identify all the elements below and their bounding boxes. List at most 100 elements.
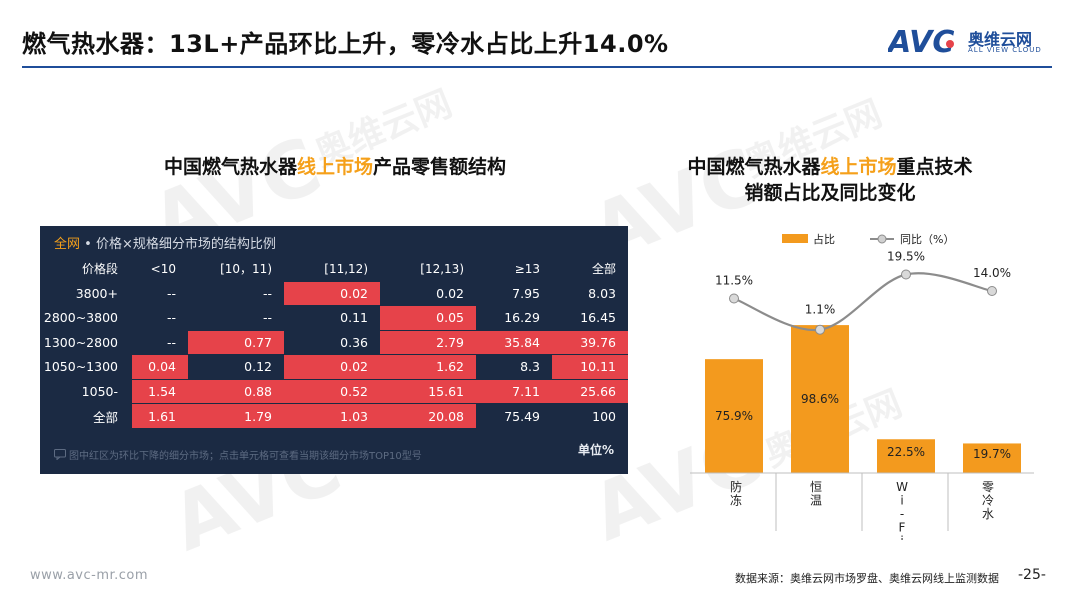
right-section-title: 中国燃气热水器线上市场重点技术 销额占比及同比变化 [687,156,973,204]
table-header-text: • 价格×规格细分市场的结构比例 [80,237,276,252]
logo-en: ALL VIEW CLOUD [968,46,1042,54]
table-row: 1300~2800 -- 0.77 0.36 2.79 35.84 39.76 [40,329,628,355]
legend-line-marker [877,234,887,244]
row-label: 1050~1300 [40,354,132,379]
line-data-label: 11.5% [715,274,753,288]
table-cell[interactable]: 8.03 [552,280,628,306]
left-section-title: 中国燃气热水器线上市场产品零售额结构 [163,156,507,178]
table-cell[interactable]: 15.61 [380,378,476,404]
table-cell[interactable]: 10.11 [552,354,628,379]
avc-logo-icon: AVC [888,25,954,58]
table-cell[interactable]: 0.36 [284,329,380,355]
category-label: Wi-Fi控制 [896,480,908,540]
table-cell[interactable]: 1.03 [284,403,380,428]
table-cell[interactable]: -- [132,329,188,355]
table-cell[interactable]: 0.04 [132,354,188,379]
legend-bar-swatch [782,234,808,243]
table-cell[interactable]: 20.08 [380,403,476,428]
table-cell[interactable]: 25.66 [552,378,628,404]
column-header: [10，11) [220,262,272,277]
category-label: 恒温 [810,480,822,508]
table-cell[interactable]: 1.61 [132,403,188,428]
yoy-line [733,272,993,332]
logo-mark: AVC [888,25,954,58]
table-cell[interactable]: 0.02 [380,280,476,306]
table-cell[interactable]: 0.02 [284,354,380,379]
tech-share-chart: 占比 同比（%） 75.9% 98.6% 22.5% 19.7% 11.5% 1.1% 19.5… [690,232,1034,540]
table-cell[interactable]: 0.88 [188,378,284,404]
footer-url: www.avc-mr.com [30,568,149,583]
bar [791,325,849,473]
line-point [729,293,739,304]
row-label: 3800+ [40,280,132,306]
column-header: [11,12) [324,261,368,276]
table-cell[interactable]: 0.12 [188,354,284,379]
table-row: 1050- 1.54 0.88 0.52 15.61 7.11 25.66 [40,378,628,404]
bar-data-label: 75.9% [715,409,753,423]
table-row: 3800+ -- -- 0.02 0.02 7.95 8.03 [40,280,628,306]
bar [963,443,1021,473]
line-data-label: 1.1% [805,303,836,317]
line-point [987,286,997,296]
table-cell[interactable]: 0.11 [284,305,380,330]
table-header: 全网 • 价格×规格细分市场的结构比例 [54,233,276,252]
column-header: [12,13) [420,261,464,276]
table-header-accent: 全网 [54,237,81,252]
row-label: 1050- [40,378,132,404]
logo-cn: 奥维云网 [968,30,1033,49]
structure-table-panel: 全网 • 价格×规格细分市场的结构比例 价格段 <10 [10，11) [11,12)… [40,226,628,474]
table-cell[interactable]: -- [188,280,284,306]
table-cell[interactable]: 0.77 [188,329,284,355]
column-header: 价格段 [81,262,118,277]
page-title: 燃气热水器：13L+产品环比上升，零冷水占比上升14.0% [22,30,669,58]
table-cell[interactable]: 75.49 [476,403,552,428]
line-point [901,269,911,280]
bar [877,439,935,473]
company-logo: AVC 奥维云网 ALL VIEW CLOUD [888,24,1058,60]
table-header-row: 价格段 <10 [10，11) [11,12) [12,13) ≥13 全部 [40,257,628,281]
structure-table: 价格段 <10 [10，11) [11,12) [12,13) ≥13 全部 3800+ --… [40,257,628,428]
table-row: 全部 1.61 1.79 1.03 20.08 75.49 100 [40,403,628,428]
table-cell[interactable]: 0.05 [380,305,476,330]
line-data-label: 19.5% [887,250,925,264]
table-cell[interactable]: 0.02 [284,280,380,306]
column-header: ≥13 [514,261,540,276]
table-cell[interactable]: 16.45 [552,305,628,330]
bar-data-label: 19.7% [973,447,1011,461]
category-label: 防冻 [730,479,742,508]
table-cell[interactable]: 16.29 [476,305,552,330]
table-cell[interactable]: 7.95 [476,280,552,306]
bar [705,359,763,473]
table-cell[interactable]: -- [132,305,188,330]
table-cell[interactable]: 35.84 [476,329,552,355]
line-point [815,324,825,335]
table-cell[interactable]: 8.3 [476,354,552,379]
category-label: 零冷水 [982,480,994,521]
comment-icon [54,449,66,461]
row-label: 全部 [40,403,132,428]
table-cell[interactable]: 0.52 [284,378,380,404]
table-row: 1050~1300 0.04 0.12 0.02 1.62 8.3 10.11 [40,354,628,379]
table-cell[interactable]: 100 [552,403,628,428]
data-source: 数据来源：奥维云网市场罗盘、奥维云网线上监测数据 [735,572,999,585]
column-header: <10 [150,261,176,276]
row-label: 1300~2800 [40,329,132,355]
table-cell[interactable]: 1.79 [188,403,284,428]
table-note: 图中红区为环比下降的细分市场；点击单元格可查看当期该细分市场TOP10型号 [54,447,422,462]
table-cell[interactable]: 1.54 [132,378,188,404]
column-header: 全部 [591,262,616,277]
row-label: 2800~3800 [40,305,132,330]
table-cell[interactable]: 7.11 [476,378,552,404]
table-cell[interactable]: 39.76 [552,329,628,355]
bar-data-label: 98.6% [801,392,839,406]
legend-label: 占比 [813,232,835,246]
page-number: -25- [1018,567,1046,583]
bar-data-label: 22.5% [887,445,925,459]
table-cell[interactable]: -- [132,280,188,306]
table-cell[interactable]: 2.79 [380,329,476,355]
table-cell[interactable]: 1.62 [380,354,476,379]
table-unit: 单位% [577,443,614,457]
line-data-label: 14.0% [973,266,1011,280]
header-divider [22,66,1052,68]
table-cell[interactable]: -- [188,305,284,330]
